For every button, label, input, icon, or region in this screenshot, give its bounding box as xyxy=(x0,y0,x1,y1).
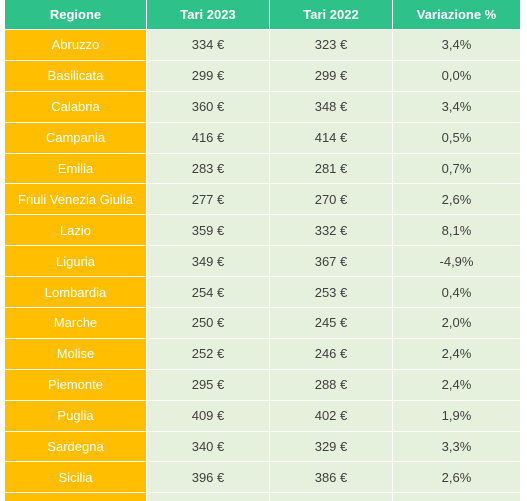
cell-tari-2023: 359 € xyxy=(147,215,270,247)
cell-variazione: 0,4% xyxy=(393,277,520,309)
header-regione: Regione xyxy=(5,0,147,30)
cell-region xyxy=(5,493,147,501)
cell-tari-2023: 396 € xyxy=(147,462,270,494)
cell-tari-2023: 340 € xyxy=(147,431,270,463)
cell-region: Puglia xyxy=(5,400,147,432)
cell-tari-2023: 283 € xyxy=(147,153,270,185)
cell-tari-2023: 416 € xyxy=(147,122,270,154)
cell-region: Lazio xyxy=(5,215,147,247)
table-header-row: Regione Tari 2023 Tari 2022 Variazione % xyxy=(5,0,520,30)
cell-tari-2023 xyxy=(147,493,270,501)
cell-variazione: 0,5% xyxy=(393,122,520,154)
table-row: Abruzzo 334 €323 €3,4% xyxy=(5,30,520,61)
table-row: Puglia 409 €402 €1,9% xyxy=(5,400,520,432)
tari-table: Regione Tari 2023 Tari 2022 Variazione %… xyxy=(5,0,520,501)
table-row: Friuli Venezia Giulia 277 €270 €2,6% xyxy=(5,184,520,216)
table-row: Liguria 349 €367 € -4,9% xyxy=(5,246,520,278)
cell-region: Lombardia xyxy=(5,277,147,309)
cell-tari-2022: 348 € xyxy=(270,91,393,123)
cell-tari-2022: 386 € xyxy=(270,462,393,494)
cell-tari-2022: 245 € xyxy=(270,308,393,339)
header-tari-2023: Tari 2023 xyxy=(147,0,270,30)
cell-tari-2023: 349 € xyxy=(147,246,270,278)
header-variazione: Variazione % xyxy=(393,0,520,30)
cell-variazione: 2,0% xyxy=(393,308,520,339)
cell-region: Liguria xyxy=(5,246,147,278)
table-row: Calabria 360 €348 €3,4% xyxy=(5,91,520,123)
cell-tari-2022: 323 € xyxy=(270,30,393,61)
cell-region: Sicilia xyxy=(5,462,147,494)
table-row xyxy=(5,493,520,501)
cell-region: Sardegna xyxy=(5,431,147,463)
cell-variazione: -4,9% xyxy=(393,246,520,278)
cell-variazione: 2,4% xyxy=(393,369,520,401)
cell-tari-2022: 332 € xyxy=(270,215,393,247)
cell-tari-2023: 277 € xyxy=(147,184,270,216)
cell-tari-2023: 334 € xyxy=(147,30,270,61)
cell-region: Campania xyxy=(5,122,147,154)
cell-tari-2022: 270 € xyxy=(270,184,393,216)
table-row: Emilia 283 €281 €0,7% xyxy=(5,153,520,185)
cell-tari-2022: 299 € xyxy=(270,60,393,92)
cell-tari-2022: 414 € xyxy=(270,122,393,154)
table-row: Sicilia 396 €386 €2,6% xyxy=(5,462,520,494)
cell-variazione: 3,4% xyxy=(393,30,520,61)
table-row: Marche 250 €245 €2,0% xyxy=(5,308,520,339)
cell-region: Abruzzo xyxy=(5,30,147,61)
table-row: Basilicata 299 €299 €0,0% xyxy=(5,60,520,92)
table-row: Molise 252 €246 €2,4% xyxy=(5,338,520,370)
cell-tari-2022: 402 € xyxy=(270,400,393,432)
cell-tari-2023: 295 € xyxy=(147,369,270,401)
cell-region: Marche xyxy=(5,308,147,339)
cell-region: Calabria xyxy=(5,91,147,123)
table-body: Abruzzo 334 €323 €3,4% Basilicata 299 €299 … xyxy=(5,30,520,501)
cell-tari-2022: 367 € xyxy=(270,246,393,278)
cell-tari-2022: 281 € xyxy=(270,153,393,185)
cell-variazione: 0,0% xyxy=(393,60,520,92)
cell-region: Friuli Venezia Giulia xyxy=(5,184,147,216)
table-row: Lazio 359 €332 €8,1% xyxy=(5,215,520,247)
cell-tari-2023: 252 € xyxy=(147,338,270,370)
table-row: Sardegna 340 €329 €3,3% xyxy=(5,431,520,463)
cell-variazione: 1,9% xyxy=(393,400,520,432)
cell-variazione: 3,4% xyxy=(393,91,520,123)
cell-variazione xyxy=(393,493,520,501)
cell-tari-2022: 246 € xyxy=(270,338,393,370)
cell-variazione: 2,6% xyxy=(393,184,520,216)
cell-tari-2022: 253 € xyxy=(270,277,393,309)
cell-variazione: 8,1% xyxy=(393,215,520,247)
cell-tari-2023: 360 € xyxy=(147,91,270,123)
header-tari-2022: Tari 2022 xyxy=(270,0,393,30)
cell-variazione: 2,6% xyxy=(393,462,520,494)
table-row: Lombardia 254 €253 €0,4% xyxy=(5,277,520,309)
cell-region: Molise xyxy=(5,338,147,370)
cell-tari-2022: 329 € xyxy=(270,431,393,463)
cell-tari-2022 xyxy=(270,493,393,501)
cell-variazione: 0,7% xyxy=(393,153,520,185)
cell-tari-2023: 409 € xyxy=(147,400,270,432)
cell-region: Emilia xyxy=(5,153,147,185)
table-row: Piemonte 295 €288 €2,4% xyxy=(5,369,520,401)
cell-tari-2022: 288 € xyxy=(270,369,393,401)
cell-tari-2023: 299 € xyxy=(147,60,270,92)
cell-tari-2023: 250 € xyxy=(147,308,270,339)
cell-region: Basilicata xyxy=(5,60,147,92)
cell-variazione: 3,3% xyxy=(393,431,520,463)
cell-region: Piemonte xyxy=(5,369,147,401)
table-row: Campania 416 €414 €0,5% xyxy=(5,122,520,154)
cell-variazione: 2,4% xyxy=(393,338,520,370)
cell-tari-2023: 254 € xyxy=(147,277,270,309)
